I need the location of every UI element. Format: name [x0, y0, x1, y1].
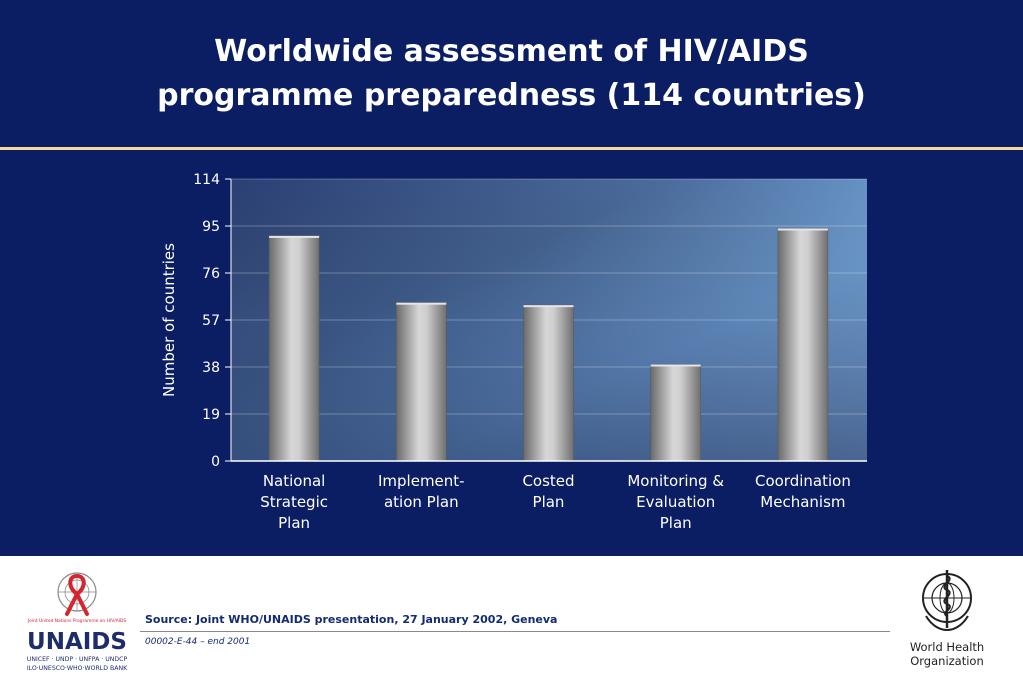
unaids-logo: Joint United Nations Programme on HIV/AI…	[27, 572, 128, 672]
source-citation: Source: Joint WHO/UNAIDS presentation, 2…	[145, 613, 558, 626]
bar-top-highlight	[523, 305, 574, 308]
x-tick-label: Mechanism	[760, 493, 845, 511]
x-tick-label: Plan	[533, 493, 565, 511]
bar	[268, 235, 320, 462]
unaids-tagline: Joint United Nations Programme on HIV/AI…	[27, 618, 127, 624]
y-tick-label: 0	[211, 454, 220, 470]
x-tick-label: Plan	[278, 514, 310, 532]
bar-top-highlight	[396, 302, 447, 305]
page-title: Worldwide assessment of HIV/AIDS program…	[0, 30, 1023, 118]
bar	[523, 304, 574, 462]
who-emblem-icon	[922, 570, 972, 632]
slide-header-area: Worldwide assessment of HIV/AIDS program…	[0, 0, 1023, 556]
x-tick-label: ation Plan	[384, 493, 459, 511]
x-tick-label: National	[263, 472, 326, 490]
who-logo: World Health Organization	[910, 570, 984, 668]
bar-top-highlight	[777, 228, 828, 231]
y-axis-label: Number of countries	[160, 243, 178, 397]
title-divider	[0, 147, 1023, 150]
bar	[650, 364, 702, 462]
y-tick-label: 95	[202, 219, 220, 235]
unaids-name: UNAIDS	[27, 629, 127, 655]
bar	[395, 302, 447, 462]
bar-top-highlight	[650, 364, 701, 367]
bar	[777, 228, 829, 462]
unaids-sponsors-line-2: ILO·UNESCO·WHO·WORLD BANK	[27, 665, 128, 672]
x-tick-label: Implement-	[378, 472, 465, 490]
who-name-line-2: Organization	[910, 654, 984, 668]
title-line-1: Worldwide assessment of HIV/AIDS	[214, 34, 809, 69]
x-tick-label: Costed	[522, 472, 574, 490]
x-tick-label: Monitoring &	[627, 472, 724, 490]
y-tick-label: 76	[202, 266, 220, 282]
x-tick-label: Strategic	[260, 493, 328, 511]
unaids-sponsors-line-1: UNICEF · UNDP · UNFPA · UNDCP	[27, 656, 128, 663]
bar-chart: 0 19 38 57 76 95 114 National Strategic Plan Impl…	[160, 172, 867, 532]
x-tick-label: Plan	[660, 514, 692, 532]
footer: Joint United Nations Programme on HIV/AI…	[0, 556, 1023, 682]
title-line-2: programme preparedness (114 countries)	[157, 78, 866, 113]
footer-divider	[140, 631, 890, 632]
bar-top-highlight	[269, 235, 320, 238]
y-tick-label: 19	[202, 407, 220, 423]
y-tick-label: 114	[193, 172, 220, 188]
red-ribbon-icon	[65, 573, 89, 616]
y-tick-label: 38	[202, 360, 220, 376]
x-tick-label: Evaluation	[636, 493, 715, 511]
document-code: 00002-E-44 – end 2001	[145, 637, 251, 647]
x-tick-label: Coordination	[755, 472, 851, 490]
who-name-line-1: World Health	[910, 640, 984, 654]
y-tick-label: 57	[202, 313, 220, 329]
